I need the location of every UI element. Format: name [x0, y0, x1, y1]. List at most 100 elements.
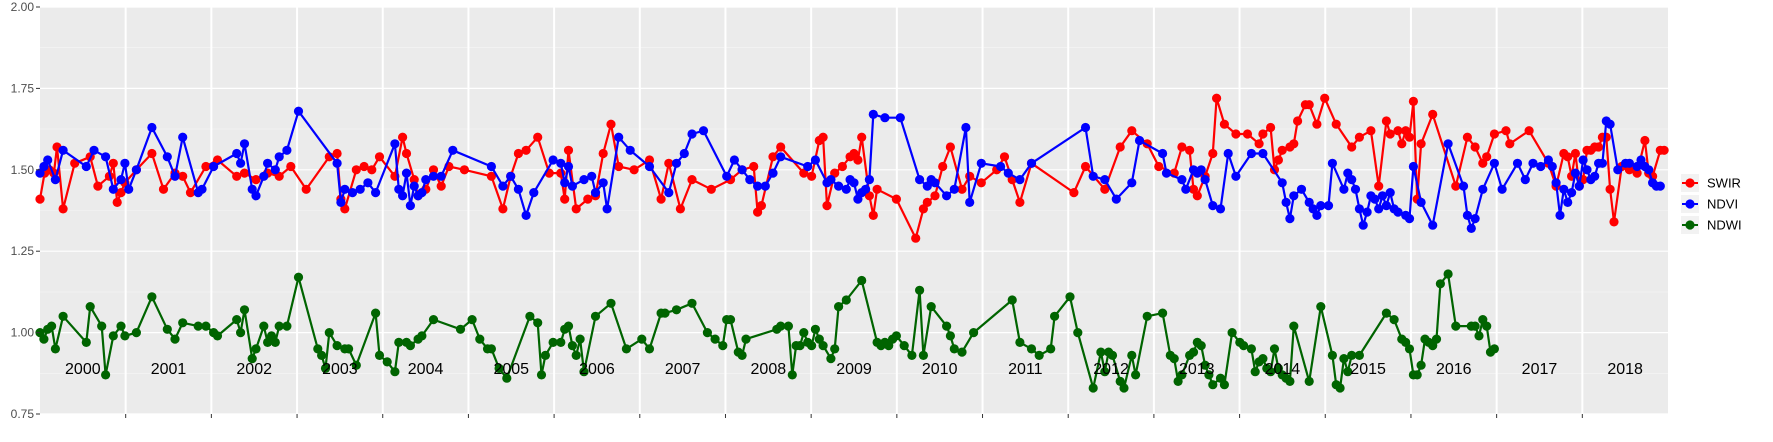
year-label: 2010	[922, 361, 958, 378]
data-point-ndwi	[50, 344, 61, 354]
data-point-ndvi	[1127, 178, 1137, 188]
data-point-ndwi	[320, 363, 331, 373]
data-point-ndwi	[1269, 344, 1280, 354]
data-point-ndwi	[58, 311, 68, 321]
data-point-ndwi	[147, 292, 157, 302]
data-point-swir	[1451, 181, 1461, 191]
data-point-ndwi	[1335, 383, 1345, 393]
data-point-ndwi	[475, 334, 485, 344]
data-point-swir	[807, 171, 817, 181]
data-point-ndvi	[336, 197, 346, 207]
data-point-ndwi	[1343, 367, 1353, 377]
data-point-swir	[459, 165, 469, 175]
data-point-ndwi	[1474, 331, 1484, 341]
data-point-ndvi	[1536, 161, 1546, 172]
data-point-ndwi	[1389, 315, 1399, 325]
data-point-ndvi	[1111, 194, 1121, 204]
year-label: 2015	[1350, 361, 1386, 378]
data-point-ndwi	[1451, 321, 1461, 331]
data-point-ndvi	[1277, 178, 1287, 188]
data-point-ndvi	[1547, 161, 1557, 172]
year-label: 2004	[408, 361, 444, 378]
data-point-ndvi	[961, 122, 971, 133]
data-point-ndwi	[1100, 367, 1110, 377]
data-point-ndvi	[355, 184, 365, 194]
data-point-ndwi	[540, 350, 551, 360]
data-point-ndwi	[374, 350, 385, 360]
data-point-ndwi	[1200, 360, 1210, 370]
data-point-swir	[1570, 148, 1580, 159]
data-point-ndvi	[1158, 148, 1168, 159]
data-point-ndwi	[783, 321, 794, 331]
data-point-ndwi	[170, 334, 180, 344]
data-point-ndvi	[1196, 165, 1206, 175]
data-point-ndwi	[795, 341, 805, 351]
data-point-ndvi	[1462, 210, 1472, 220]
data-point-ndvi	[849, 178, 859, 188]
data-point-swir	[1659, 145, 1669, 155]
data-point-ndwi	[371, 308, 381, 318]
data-point-ndwi	[293, 272, 304, 282]
data-point-ndwi	[741, 334, 751, 344]
data-point-ndvi	[1246, 148, 1256, 159]
data-point-ndwi	[1285, 376, 1295, 386]
data-point-ndwi	[536, 370, 547, 380]
data-point-ndvi	[513, 184, 524, 194]
data-point-ndwi	[201, 321, 211, 331]
data-point-ndwi	[351, 360, 361, 370]
data-point-swir	[239, 168, 250, 178]
data-point-ndvi	[436, 171, 446, 181]
data-point-ndvi	[1088, 171, 1098, 181]
year-label: 2012	[1093, 361, 1129, 378]
data-point-swir	[656, 194, 666, 204]
data-point-ndvi	[1327, 158, 1337, 168]
year-label: 2017	[1522, 361, 1558, 378]
year-labels: 2000 2001 2002 2003 2004 2005 2006 2007 2008 2009…	[65, 361, 1643, 378]
data-point-swir	[853, 155, 863, 165]
year-label: 2013	[1179, 361, 1215, 378]
data-point-ndvi	[826, 175, 836, 185]
data-point-swir	[1320, 93, 1330, 103]
data-point-ndwi	[926, 302, 936, 312]
data-point-ndvi	[803, 161, 813, 172]
data-point-ndwi	[899, 341, 909, 351]
data-point-ndvi	[1416, 197, 1426, 207]
data-point-ndwi	[212, 331, 223, 341]
data-point-swir	[776, 142, 786, 152]
data-point-ndvi	[834, 181, 844, 191]
data-point-ndvi	[1296, 184, 1307, 194]
data-point-ndvi	[864, 175, 875, 185]
data-point-ndvi	[625, 145, 635, 155]
data-point-ndwi	[1354, 350, 1364, 360]
data-point-ndwi	[1015, 337, 1025, 347]
data-point-ndvi	[776, 152, 786, 162]
data-point-swir	[1397, 139, 1407, 149]
data-point-ndvi	[1181, 184, 1191, 194]
data-point-ndwi	[1088, 383, 1098, 393]
data-point-ndvi	[417, 188, 427, 198]
data-point-ndwi	[382, 357, 392, 367]
data-point-swir	[664, 158, 674, 168]
y-tick-label: 1.00	[11, 326, 35, 340]
data-point-ndvi	[390, 139, 400, 149]
data-point-swir	[571, 204, 581, 214]
data-point-ndwi	[818, 341, 828, 351]
y-axis: 0.75 1.00 1.25 1.50 1.75 2.00	[11, 0, 40, 421]
data-point-ndvi	[1374, 204, 1384, 214]
data-point-ndwi	[1073, 328, 1083, 338]
data-point-ndvi	[270, 165, 280, 175]
data-point-ndwi	[949, 344, 959, 354]
data-point-swir	[1428, 109, 1438, 119]
data-point-ndwi	[1239, 341, 1249, 351]
year-label: 2014	[1265, 361, 1301, 378]
data-point-ndwi	[390, 367, 400, 377]
data-point-ndvi	[1312, 210, 1322, 220]
data-point-ndwi	[1489, 344, 1499, 354]
data-point-swir	[178, 171, 188, 181]
data-point-ndvi	[976, 158, 986, 168]
year-label: 2007	[665, 361, 701, 378]
data-point-ndvi	[1177, 175, 1187, 185]
data-point-swir	[1381, 116, 1391, 126]
data-point-ndvi	[521, 210, 531, 220]
